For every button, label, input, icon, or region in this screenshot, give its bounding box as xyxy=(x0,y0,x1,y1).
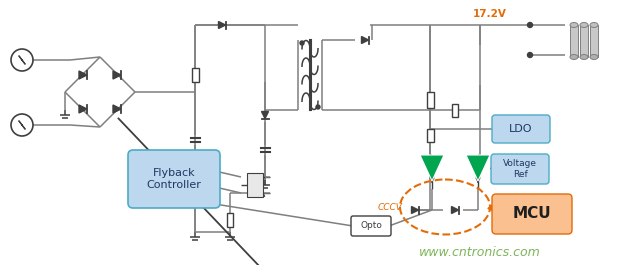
Bar xyxy=(570,25,578,57)
Polygon shape xyxy=(361,37,369,43)
Bar xyxy=(227,213,233,227)
Polygon shape xyxy=(261,112,269,118)
Ellipse shape xyxy=(570,23,578,28)
Polygon shape xyxy=(113,71,121,79)
FancyBboxPatch shape xyxy=(492,194,572,234)
Polygon shape xyxy=(420,155,444,181)
Text: LDO: LDO xyxy=(509,124,532,134)
Polygon shape xyxy=(219,21,226,29)
Text: Voltage
Ref: Voltage Ref xyxy=(503,159,537,179)
Bar xyxy=(590,25,598,57)
Circle shape xyxy=(316,105,320,109)
Bar xyxy=(426,92,434,108)
Polygon shape xyxy=(79,105,87,113)
Circle shape xyxy=(528,23,532,28)
Ellipse shape xyxy=(590,23,598,28)
Circle shape xyxy=(528,52,532,58)
Text: 17.2V: 17.2V xyxy=(473,9,507,19)
Polygon shape xyxy=(451,206,459,214)
Ellipse shape xyxy=(590,55,598,60)
Bar xyxy=(426,129,434,142)
Text: MCU: MCU xyxy=(512,206,551,222)
Text: Flyback
Controller: Flyback Controller xyxy=(146,168,201,190)
Circle shape xyxy=(300,41,304,45)
Ellipse shape xyxy=(570,55,578,60)
Bar xyxy=(452,104,458,117)
FancyBboxPatch shape xyxy=(128,150,220,208)
Text: www.cntronics.com: www.cntronics.com xyxy=(419,245,541,258)
Text: Opto: Opto xyxy=(360,222,382,231)
Polygon shape xyxy=(79,71,87,79)
Ellipse shape xyxy=(580,55,588,60)
FancyBboxPatch shape xyxy=(492,115,550,143)
FancyBboxPatch shape xyxy=(351,216,391,236)
Polygon shape xyxy=(411,206,419,214)
Text: CCCV: CCCV xyxy=(378,202,402,211)
Ellipse shape xyxy=(580,23,588,28)
Bar xyxy=(247,173,263,197)
Polygon shape xyxy=(113,105,121,113)
FancyBboxPatch shape xyxy=(491,154,549,184)
Bar xyxy=(191,68,199,82)
Polygon shape xyxy=(466,155,490,181)
Bar xyxy=(580,25,588,57)
